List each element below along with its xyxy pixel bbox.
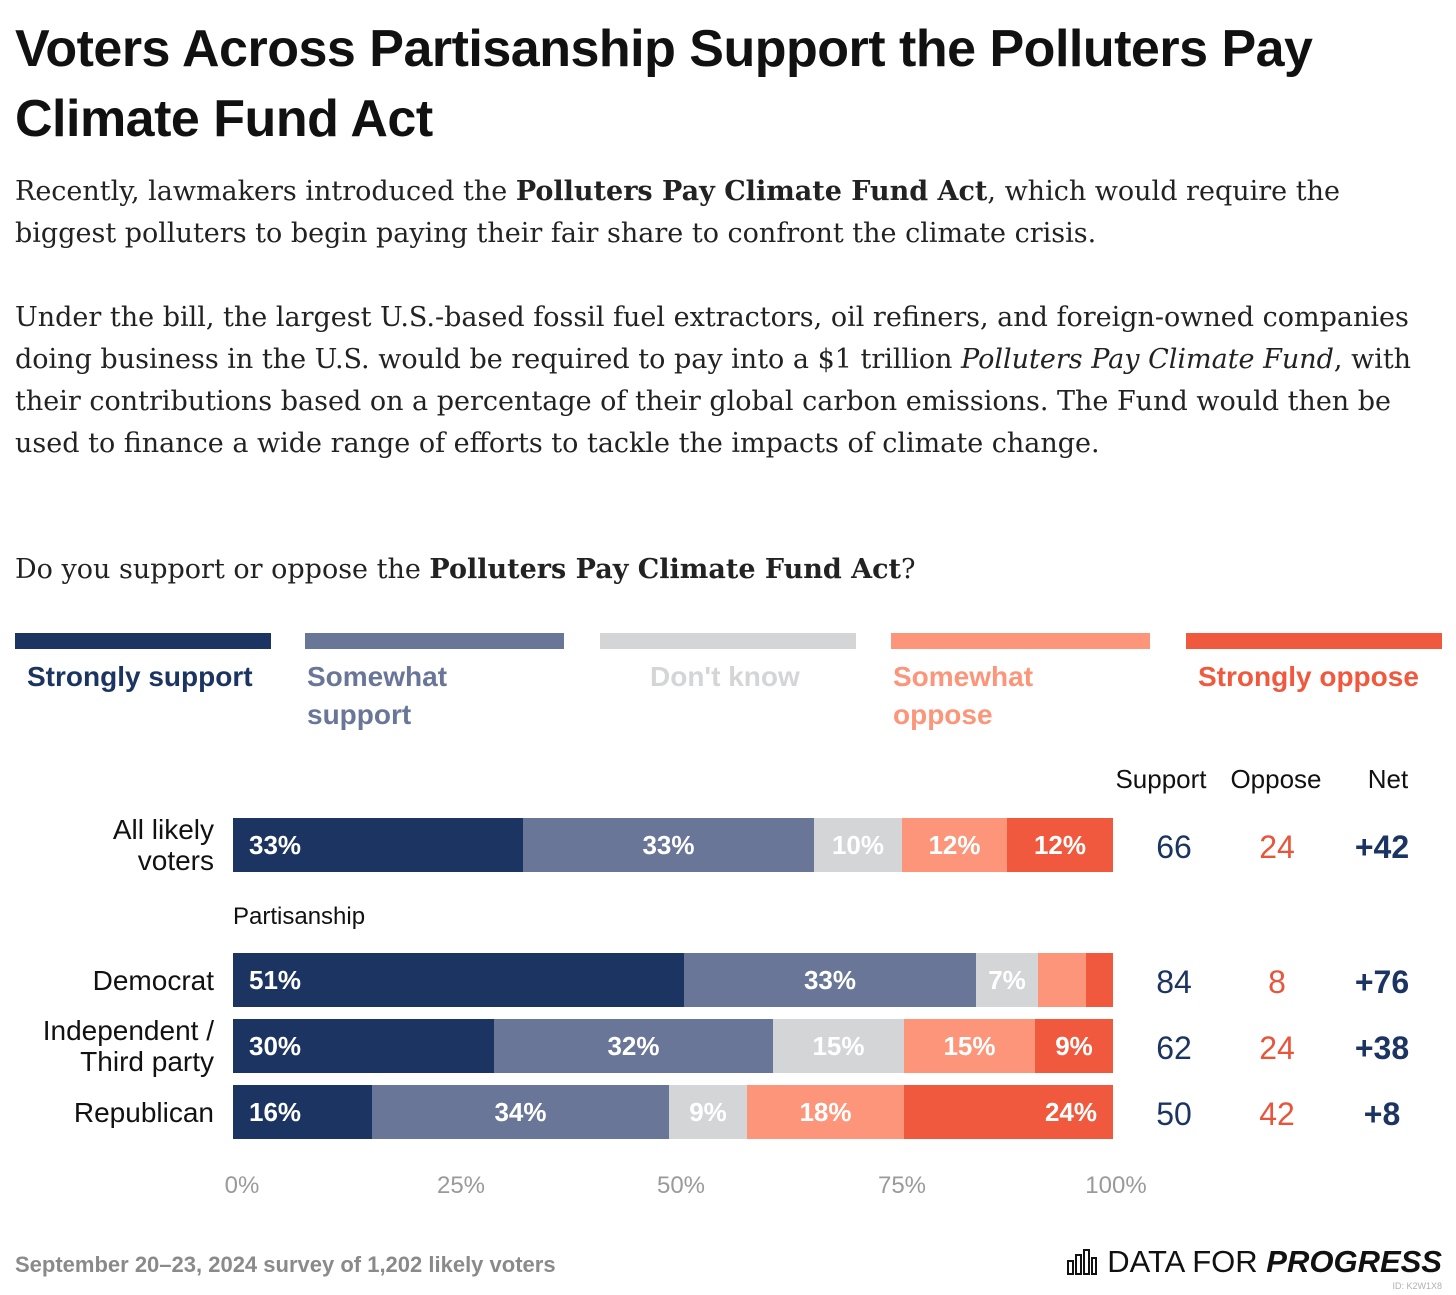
bar-segment-somewhat-support: 34% bbox=[372, 1085, 669, 1139]
bar-segment-somewhat-support: 33% bbox=[523, 818, 814, 872]
bar-segment-dont-know: 7% bbox=[976, 953, 1038, 1007]
bar-segment-somewhat-support: 33% bbox=[684, 953, 976, 1007]
legend-swatch bbox=[891, 633, 1150, 649]
row-label-line: Republican bbox=[73, 1096, 214, 1128]
bar-segment-strongly-support: 16% bbox=[233, 1085, 372, 1139]
x-axis-tick-label: 25% bbox=[436, 1172, 486, 1199]
bar-segment-dont-know: 15% bbox=[773, 1019, 904, 1073]
legend-swatch bbox=[305, 633, 564, 649]
x-axis-tick-label: 50% bbox=[656, 1172, 706, 1199]
legend-label: Somewhat support bbox=[307, 661, 448, 730]
legend-item-strongly-support: Strongly support bbox=[15, 633, 271, 696]
column-header-net: Net bbox=[1367, 764, 1409, 794]
legend-swatch bbox=[15, 633, 271, 649]
survey-question: Do you support or oppose the Polluters P… bbox=[15, 554, 916, 585]
bar-segment-somewhat-oppose: 18% bbox=[747, 1085, 904, 1139]
support-value: 50 bbox=[1156, 1096, 1192, 1132]
data-for-progress-logo: DATA FOR PROGRESS bbox=[1067, 1244, 1442, 1280]
column-header-oppose: Oppose bbox=[1230, 764, 1322, 794]
row-label-all-likely-voters: All likely voters bbox=[113, 814, 214, 876]
logo-text: DATA FOR bbox=[1107, 1244, 1267, 1279]
oppose-value: 24 bbox=[1259, 829, 1295, 865]
legend-label: Strongly oppose bbox=[1198, 661, 1419, 692]
oppose-value: 42 bbox=[1259, 1096, 1295, 1132]
row-label-line: voters bbox=[137, 845, 214, 876]
chart-title: Voters Across Partisanship Support the P… bbox=[15, 20, 1313, 148]
column-header-support: Support bbox=[1115, 764, 1207, 794]
legend-label: Don't know bbox=[650, 661, 800, 692]
bar-segment-strongly-oppose: 24% bbox=[904, 1085, 1113, 1139]
bar-segment-somewhat-support: 32% bbox=[494, 1019, 773, 1073]
row-label-republican: Republican bbox=[74, 1097, 214, 1128]
oppose-value: 8 bbox=[1268, 964, 1286, 1000]
bar-segment-strongly-oppose: 12% bbox=[1007, 818, 1113, 872]
bar-segment-strongly-support: 51% bbox=[233, 953, 684, 1007]
bar-segment-strongly-support: 33% bbox=[233, 818, 523, 872]
logo-text-bold: PROGRESS bbox=[1266, 1244, 1442, 1279]
row-label-independent-third-party: Independent / Third party bbox=[43, 1015, 214, 1077]
legend-label: Strongly support bbox=[27, 661, 253, 692]
x-axis-tick-label: 0% bbox=[224, 1172, 260, 1199]
net-value: +42 bbox=[1354, 829, 1410, 865]
bar-segment-strongly-oppose bbox=[1086, 953, 1113, 1007]
row-label-line: Independent / bbox=[42, 1015, 214, 1046]
row-label-democrat: Democrat bbox=[93, 965, 214, 996]
row-label-line: Democrat bbox=[92, 964, 214, 996]
legend-item-dont-know: Don't know bbox=[600, 633, 856, 696]
legend-label: Somewhat oppose bbox=[893, 661, 1034, 730]
x-axis-tick-label: 75% bbox=[877, 1172, 927, 1199]
bar-segment-strongly-oppose: 9% bbox=[1035, 1019, 1113, 1073]
support-value: 62 bbox=[1156, 1030, 1192, 1066]
bar-segment-somewhat-oppose bbox=[1038, 953, 1086, 1007]
bar-segment-dont-know: 9% bbox=[669, 1085, 747, 1139]
bar-chart-icon bbox=[1067, 1249, 1098, 1275]
row-label-line: Third party bbox=[80, 1046, 214, 1077]
net-value: +38 bbox=[1354, 1030, 1410, 1066]
legend-item-strongly-oppose: Strongly oppose bbox=[1186, 633, 1442, 696]
intro-paragraph: Recently, lawmakers introduced the Pollu… bbox=[15, 176, 1340, 249]
x-axis-tick-label: 100% bbox=[1085, 1172, 1147, 1199]
oppose-value: 24 bbox=[1259, 1030, 1295, 1066]
legend-item-somewhat-oppose: Somewhat oppose bbox=[891, 633, 1150, 734]
support-value: 66 bbox=[1156, 829, 1192, 865]
support-value: 84 bbox=[1156, 964, 1192, 1000]
legend-item-somewhat-support: Somewhat support bbox=[305, 633, 564, 734]
row-label-line: All likely bbox=[112, 814, 214, 845]
legend-swatch bbox=[1186, 633, 1442, 649]
survey-source-note: September 20–23, 2024 survey of 1,202 li… bbox=[15, 1252, 556, 1277]
bar-segment-somewhat-oppose: 15% bbox=[904, 1019, 1035, 1073]
net-value: +8 bbox=[1363, 1096, 1401, 1132]
legend-swatch bbox=[600, 633, 856, 649]
subgroup-heading: Partisanship bbox=[233, 903, 366, 930]
net-value: +76 bbox=[1354, 964, 1410, 1000]
bar-segment-dont-know: 10% bbox=[814, 818, 902, 872]
bar-segment-somewhat-oppose: 12% bbox=[902, 818, 1007, 872]
bill-description-paragraph: Under the bill, the largest U.S.-based f… bbox=[15, 302, 1412, 459]
chart-id-tag: ID: K2W1X8 bbox=[1392, 1281, 1442, 1291]
bar-segment-strongly-support: 30% bbox=[233, 1019, 494, 1073]
